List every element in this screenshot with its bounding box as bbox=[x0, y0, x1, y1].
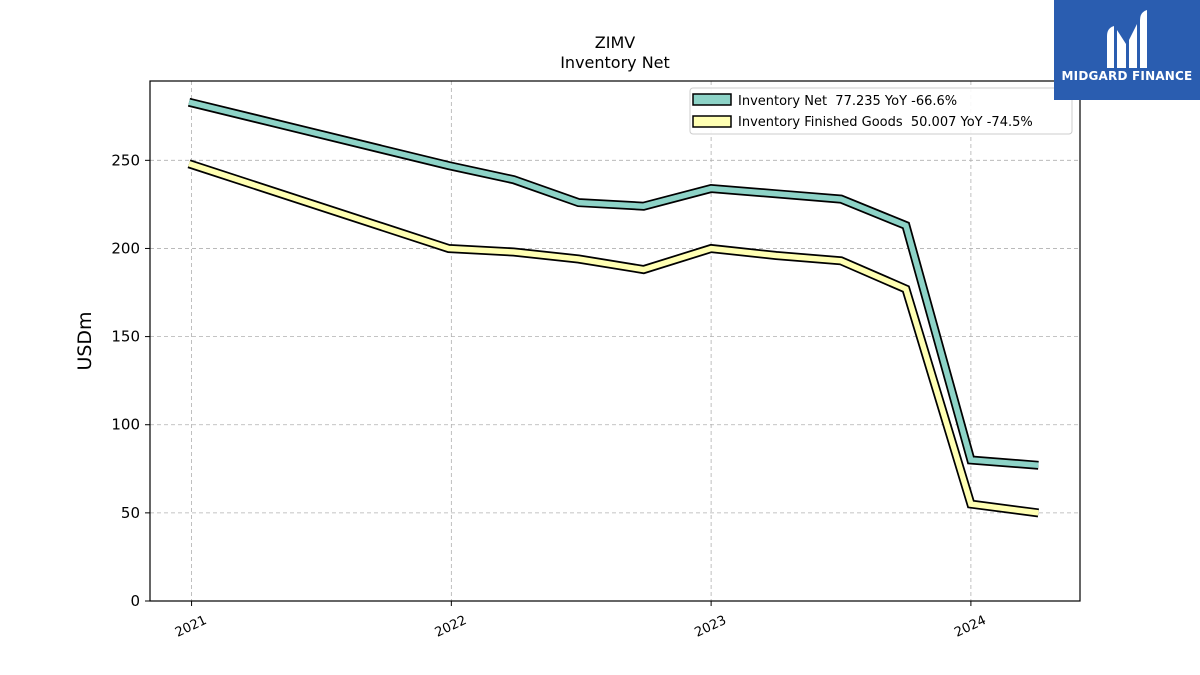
y-axis-label: USDm bbox=[74, 311, 96, 370]
series-lines bbox=[187, 97, 1039, 518]
y-tick-label: 0 bbox=[130, 592, 140, 610]
chart-subtitle: Inventory Net bbox=[560, 53, 670, 72]
series-inventory-finished-goods-line bbox=[188, 161, 1039, 516]
x-tick-label: 2023 bbox=[692, 613, 728, 641]
series-inventory-finished-goods-outline bbox=[187, 159, 1039, 518]
legend-box bbox=[689, 87, 1073, 135]
plot-frame bbox=[149, 80, 1081, 602]
y-tick-label: 50 bbox=[121, 504, 140, 522]
legend-swatch-finished-goods bbox=[692, 115, 732, 128]
legend-swatch-inventory-net bbox=[692, 93, 732, 106]
y-tick-label: 250 bbox=[111, 151, 140, 169]
grid-lines bbox=[150, 81, 1080, 602]
x-tick-label: 2022 bbox=[433, 613, 469, 641]
x-tick-label: 2021 bbox=[173, 613, 209, 641]
y-tick-label: 150 bbox=[111, 328, 140, 346]
y-tick-label: 100 bbox=[111, 416, 140, 434]
legend-label-finished-goods: Inventory Finished Goods 50.007 YoY -74.… bbox=[738, 115, 1033, 130]
series-inventory-net-line bbox=[188, 99, 1039, 469]
x-tick-label: 2024 bbox=[952, 613, 988, 641]
midgard-finance-logo: MIDGARD FINANCE bbox=[1054, 0, 1200, 100]
x-axis-ticks: 2021 2022 2023 2024 bbox=[173, 601, 989, 641]
series-inventory-net-outline bbox=[187, 97, 1039, 470]
legend[interactable]: Inventory Net 77.235 YoY -66.6% Inventor… bbox=[689, 87, 1073, 135]
legend-label-inventory-net: Inventory Net 77.235 YoY -66.6% bbox=[738, 94, 957, 109]
y-tick-label: 200 bbox=[111, 239, 140, 257]
chart-title: ZIMV bbox=[595, 33, 635, 52]
logo-text: MIDGARD FINANCE bbox=[1061, 69, 1193, 83]
logo-mark-icon bbox=[1107, 10, 1147, 68]
y-axis-ticks: 0 50 100 150 200 250 bbox=[111, 151, 150, 610]
